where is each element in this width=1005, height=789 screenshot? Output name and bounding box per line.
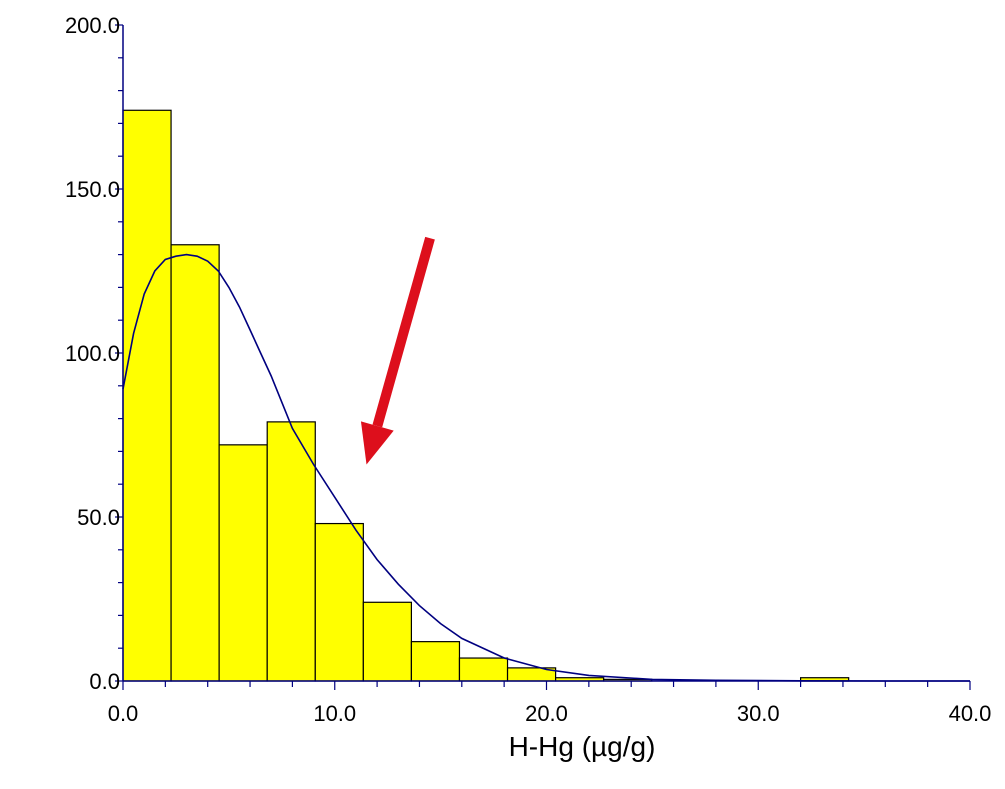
x-tick-label: 40.0: [949, 701, 992, 726]
histogram-bar-4: [314, 522, 364, 682]
y-tick-label: 0.0: [89, 669, 120, 694]
y-tick-label: 100.0: [65, 341, 120, 366]
arrow-head: [360, 421, 394, 465]
y-tick-label: 200.0: [65, 13, 120, 38]
histogram-bar-3: [266, 421, 316, 682]
histogram-bar-7: [458, 657, 509, 682]
x-axis-title: H-Hg (µg/g): [509, 731, 656, 762]
x-tick-label: 30.0: [737, 701, 780, 726]
arrow-shaft: [372, 236, 435, 428]
histogram-bars: [122, 109, 850, 682]
y-tick-label: 50.0: [77, 505, 120, 530]
x-tick-label: 0.0: [108, 701, 139, 726]
histogram-bar-6: [410, 641, 461, 682]
red-arrow-annotation: [360, 236, 435, 465]
tick-labels: 0.0 50.0 100.0 150.0 200.0 0.0 10.0 20.0 30.0 40.…: [65, 13, 991, 726]
x-tick-label: 20.0: [525, 701, 568, 726]
axes: [115, 24, 971, 690]
y-tick-label: 150.0: [65, 177, 120, 202]
x-tick-label: 10.0: [313, 701, 356, 726]
histogram-bar-0: [122, 109, 172, 682]
histogram-bar-5: [362, 601, 413, 682]
histogram-bar-2: [218, 444, 268, 682]
histogram-bar-1: [170, 244, 220, 682]
fitted-distribution-curve: [122, 253, 970, 682]
